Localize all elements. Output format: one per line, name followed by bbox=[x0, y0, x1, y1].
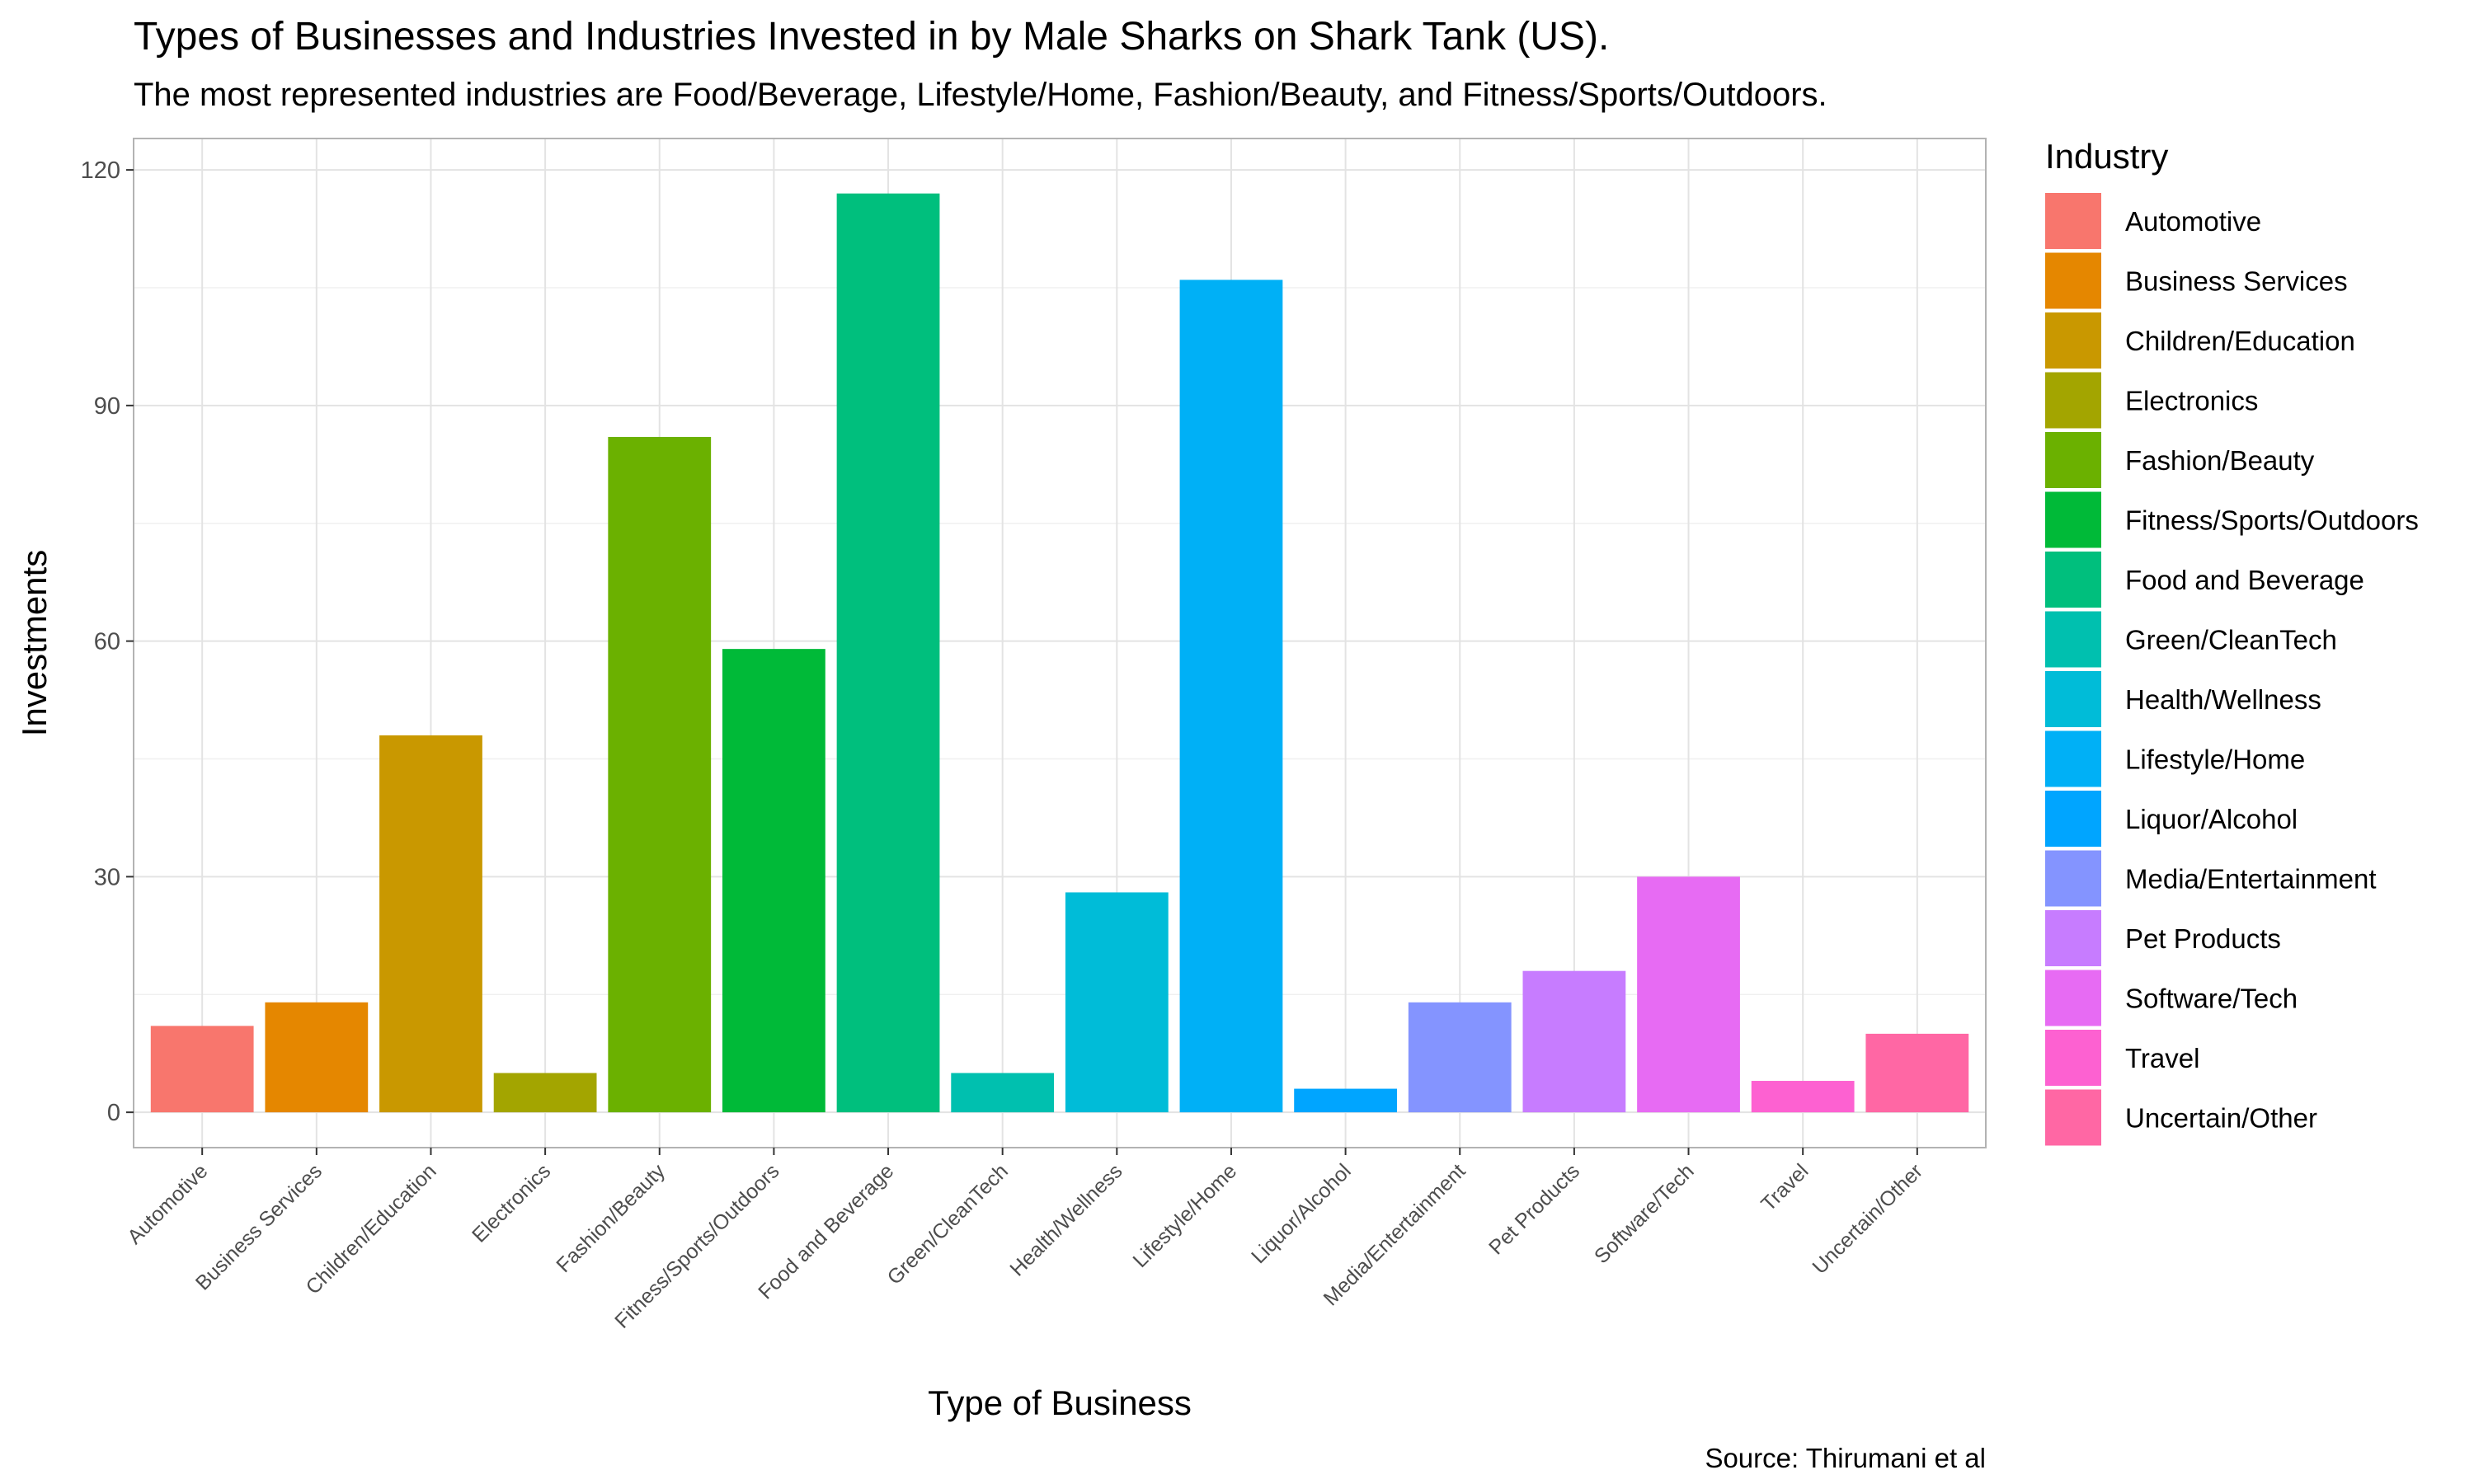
bars bbox=[150, 193, 1969, 1113]
x-tick-label: Pet Products bbox=[1484, 1159, 1584, 1259]
legend-key bbox=[2045, 850, 2101, 907]
legend-label: Business Services bbox=[2125, 266, 2348, 297]
bar bbox=[1522, 970, 1626, 1113]
legend-label: Green/CleanTech bbox=[2125, 625, 2337, 655]
legend-label: Electronics bbox=[2125, 386, 2258, 416]
legend-key bbox=[2045, 791, 2101, 847]
bar bbox=[722, 649, 825, 1113]
bar bbox=[1751, 1081, 1855, 1113]
legend-key bbox=[2045, 1089, 2101, 1146]
legend-key bbox=[2045, 671, 2101, 727]
bar bbox=[1179, 279, 1283, 1113]
x-tick-label: Lifestyle/Home bbox=[1128, 1159, 1241, 1272]
legend-key bbox=[2045, 432, 2101, 488]
legend-label: Automotive bbox=[2125, 206, 2261, 237]
x-axis-title: Type of Business bbox=[928, 1383, 1192, 1422]
bar bbox=[1294, 1088, 1397, 1113]
legend-key bbox=[2045, 910, 2101, 966]
bar bbox=[379, 735, 482, 1113]
grid-lines bbox=[134, 139, 1986, 1148]
legend-label: Liquor/Alcohol bbox=[2125, 804, 2298, 834]
x-tick-label: Business Services bbox=[191, 1159, 327, 1294]
bar bbox=[1065, 892, 1169, 1113]
x-tick-label: Uncertain/Other bbox=[1808, 1159, 1927, 1279]
legend-key bbox=[2045, 730, 2101, 787]
legend-label: Pet Products bbox=[2125, 923, 2281, 954]
legend: Automotive Business Services Children/Educ… bbox=[2045, 193, 2419, 1146]
bar bbox=[1865, 1033, 1969, 1113]
legend-key bbox=[2045, 611, 2101, 668]
x-tick-label: Software/Tech bbox=[1590, 1159, 1699, 1268]
x-tick-label: Electronics bbox=[468, 1159, 555, 1247]
legend-label: Software/Tech bbox=[2125, 984, 2298, 1014]
legend-key bbox=[2045, 970, 2101, 1026]
bar bbox=[1637, 876, 1740, 1113]
x-tick-label: Green/CleanTech bbox=[883, 1159, 1013, 1289]
plot-border bbox=[133, 138, 1987, 1148]
legend-label: Media/Entertainment bbox=[2125, 864, 2377, 895]
bar bbox=[265, 1002, 369, 1113]
bar bbox=[951, 1073, 1055, 1113]
y-tick-label: 90 bbox=[94, 393, 120, 420]
x-tick-label: Automotive bbox=[123, 1159, 212, 1248]
legend-label: Fashion/Beauty bbox=[2125, 445, 2315, 476]
legend-key bbox=[2045, 312, 2101, 369]
legend-label: Uncertain/Other bbox=[2125, 1103, 2317, 1134]
legend-key bbox=[2045, 372, 2101, 429]
bar bbox=[608, 436, 712, 1113]
legend-label: Children/Education bbox=[2125, 326, 2355, 356]
bar bbox=[150, 1026, 254, 1113]
x-tick-label: Liquor/Alcohol bbox=[1247, 1159, 1356, 1268]
y-tick-label: 30 bbox=[94, 864, 120, 890]
legend-label: Travel bbox=[2125, 1043, 2199, 1073]
y-tick-label: 0 bbox=[107, 1100, 120, 1126]
legend-label: Fitness/Sports/Outdoors bbox=[2125, 505, 2419, 536]
x-tick-label: Children/Education bbox=[302, 1159, 441, 1298]
chart-title: Types of Businesses and Industries Inves… bbox=[134, 15, 1609, 59]
legend-key bbox=[2045, 1030, 2101, 1086]
y-axis-title: Investments bbox=[15, 550, 54, 736]
legend-title: Industry bbox=[2045, 137, 2168, 176]
y-tick-label: 120 bbox=[81, 157, 120, 184]
y-axis: 0 30 60 90 120 bbox=[81, 157, 134, 1126]
bar bbox=[836, 193, 940, 1113]
caption: Source: Thirumani et al bbox=[1705, 1443, 1986, 1473]
x-tick-label: Fashion/Beauty bbox=[552, 1159, 670, 1277]
legend-key bbox=[2045, 552, 2101, 608]
chart-subtitle: The most represented industries are Food… bbox=[134, 77, 1827, 113]
legend-key bbox=[2045, 193, 2101, 249]
bar bbox=[1408, 1002, 1512, 1113]
legend-label: Food and Beverage bbox=[2125, 565, 2364, 595]
x-tick-label: Travel bbox=[1757, 1159, 1813, 1215]
legend-label: Lifestyle/Home bbox=[2125, 744, 2305, 775]
x-tick-label: Health/Wellness bbox=[1005, 1159, 1126, 1280]
legend-key bbox=[2045, 491, 2101, 548]
bar bbox=[493, 1073, 597, 1113]
y-tick-label: 60 bbox=[94, 629, 120, 655]
legend-label: Health/Wellness bbox=[2125, 684, 2321, 715]
legend-key bbox=[2045, 252, 2101, 309]
